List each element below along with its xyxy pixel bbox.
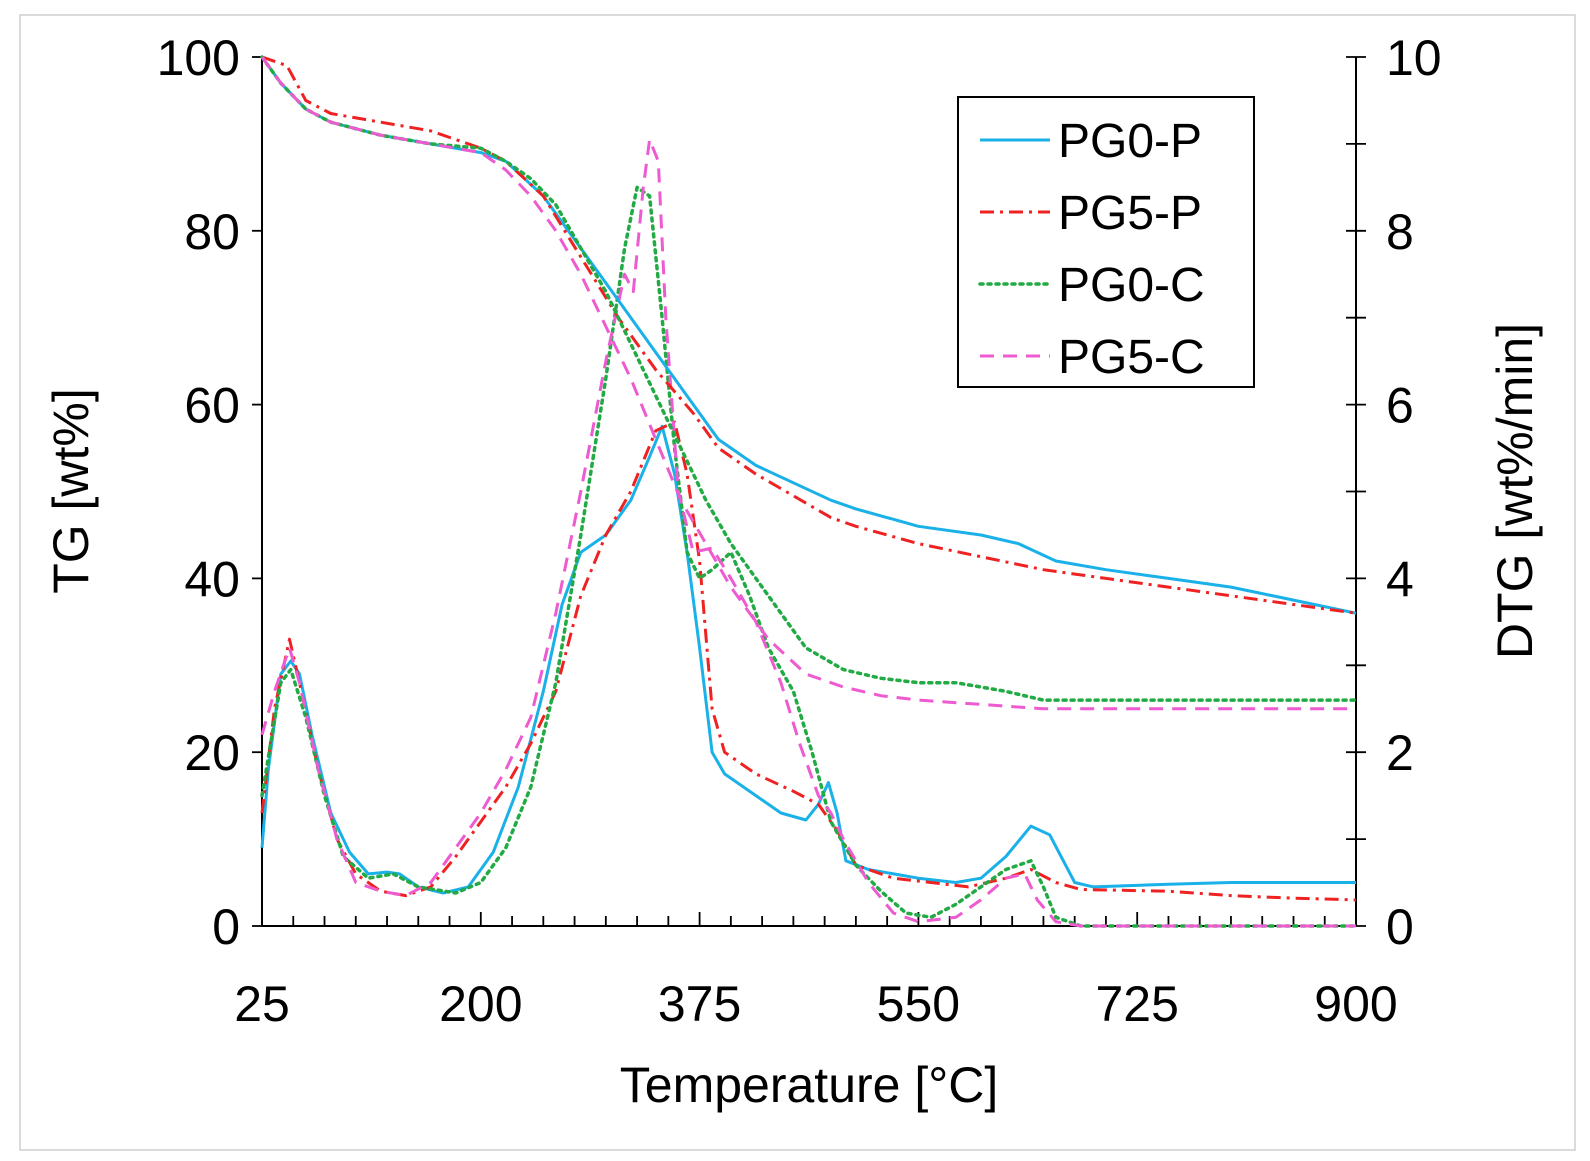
- x-tick-label: 550: [877, 976, 960, 1032]
- right-y-tick-label: 10: [1386, 30, 1442, 86]
- right-y-tick-label: 6: [1386, 378, 1414, 434]
- left-y-tick-label: 80: [184, 204, 240, 260]
- left-y-tick-label: 0: [212, 899, 240, 955]
- legend-label-pg5-c: PG5-C: [1058, 331, 1205, 384]
- x-tick-label: 200: [439, 976, 522, 1032]
- legend-label-pg5-p: PG5-P: [1058, 187, 1202, 240]
- x-tick-label: 725: [1095, 976, 1178, 1032]
- axis-ticks: [252, 56, 1366, 927]
- tick-labels: 25 200 375 550 725 900 0 20 40 60 80 100 0 2 4 6 8 10: [157, 30, 1442, 1032]
- legend-items: PG0-P PG5-P PG0-C PG5-C: [978, 115, 1205, 384]
- x-tick-label: 900: [1314, 976, 1397, 1032]
- right-y-tick-label: 2: [1386, 725, 1414, 781]
- left-y-tick-label: 20: [184, 725, 240, 781]
- series-pg5-c-tg-line: [260, 56, 1356, 711]
- legend-label-pg0-c: PG0-C: [1058, 259, 1205, 312]
- x-tick-label: 25: [234, 976, 290, 1032]
- x-tick-label: 375: [658, 976, 741, 1032]
- right-y-tick-label: 4: [1386, 551, 1414, 607]
- series-pg0-p-dtg-line: [260, 424, 1356, 895]
- right-y-tick-label: 0: [1386, 899, 1414, 955]
- series-layer: [260, 55, 1358, 928]
- left-y-tick-label: 60: [184, 378, 240, 434]
- right-y-axis-title: DTG [wt%/min]: [1487, 323, 1543, 659]
- right-y-tick-label: 8: [1386, 204, 1414, 260]
- x-axis-title: Temperature [°C]: [620, 1057, 998, 1113]
- series-pg5-c-dtg-line: [260, 138, 1356, 928]
- series-pg0-c-tg-line: [260, 55, 1358, 702]
- left-y-tick-label: 100: [157, 30, 240, 86]
- legend-box: [957, 96, 1255, 388]
- left-y-axis-title: TG [wt%]: [43, 388, 99, 594]
- legend: PG0-P PG5-P PG0-C PG5-C: [957, 96, 1255, 388]
- series-pg5-p-tg-line: [261, 55, 1357, 615]
- figure-border: [19, 14, 1576, 1151]
- legend-label-pg0-p: PG0-P: [1058, 115, 1202, 168]
- left-y-tick-label: 40: [184, 551, 240, 607]
